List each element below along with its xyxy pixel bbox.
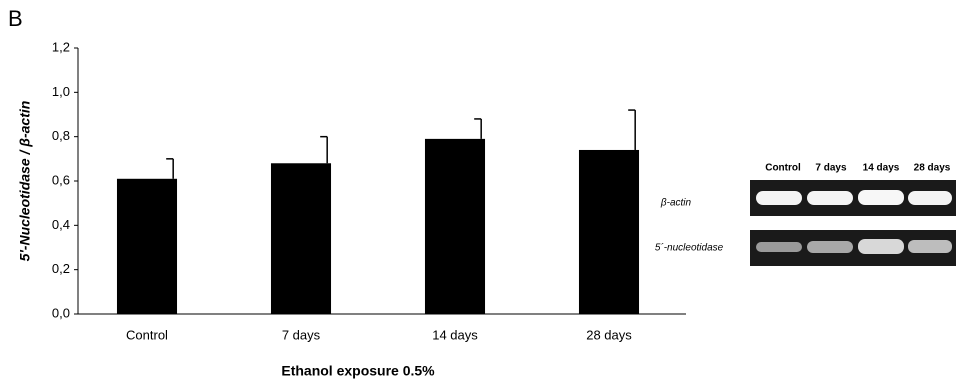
gel-band <box>756 191 802 205</box>
gel-lane-label: 7 days <box>815 163 847 174</box>
bar <box>271 163 331 314</box>
x-tick-label: 7 days <box>282 327 321 342</box>
y-tick-label: 0,4 <box>52 217 70 232</box>
bar <box>579 150 639 314</box>
page: B 5'-Nucleotidase / β-actin Ethanol expo… <box>0 0 958 392</box>
y-tick-label: 0,0 <box>52 305 70 320</box>
x-axis-title: Ethanol exposure 0.5% <box>281 363 435 379</box>
y-tick-label: 1,2 <box>52 39 70 54</box>
gel-band <box>858 239 904 254</box>
y-tick-label: 0,8 <box>52 128 70 143</box>
gel-image <box>750 180 956 266</box>
x-tick-label: 14 days <box>432 327 478 342</box>
x-tick-label: Control <box>126 327 168 342</box>
gel-row-label: 5´-nucleotidase <box>655 242 724 254</box>
gel-lane-label: 28 days <box>914 163 951 174</box>
y-axis-title: 5'-Nucleotidase / β-actin <box>17 101 33 262</box>
gel-row-label: β-actin <box>660 198 692 209</box>
bar <box>117 179 177 314</box>
y-tick-label: 0,2 <box>52 261 70 276</box>
gel-lane-label: Control <box>765 163 801 174</box>
gel-band <box>756 242 802 252</box>
x-tick-label: 28 days <box>586 327 632 342</box>
gel-band <box>807 191 853 205</box>
gel-band <box>858 190 904 205</box>
panel-label: B <box>8 6 23 31</box>
gel-lane-label: 14 days <box>863 163 900 174</box>
figure: B 5'-Nucleotidase / β-actin Ethanol expo… <box>0 0 958 387</box>
bar <box>425 139 485 314</box>
gel-band <box>908 240 952 253</box>
gel-band <box>908 191 952 205</box>
y-tick-label: 0,6 <box>52 172 70 187</box>
y-tick-label: 1,0 <box>52 84 70 99</box>
gel-band <box>807 241 853 253</box>
